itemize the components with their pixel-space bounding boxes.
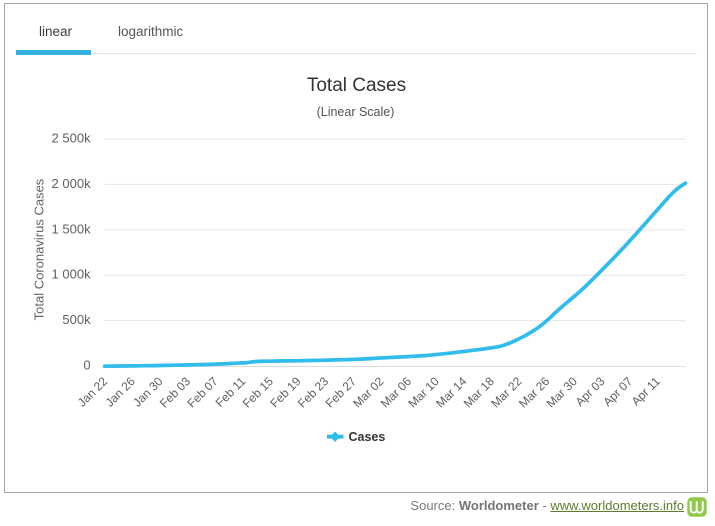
svg-text:2 000k: 2 000k (52, 176, 92, 191)
svg-text:Jan 26: Jan 26 (102, 374, 138, 410)
svg-text:Jan 22: Jan 22 (75, 374, 111, 410)
svg-text:2 500k: 2 500k (52, 131, 92, 146)
svg-text:Apr 07: Apr 07 (600, 374, 635, 409)
svg-text:Apr 11: Apr 11 (629, 374, 664, 409)
svg-text:Mar 30: Mar 30 (544, 374, 581, 411)
svg-text:Feb 07: Feb 07 (184, 374, 221, 411)
svg-text:1 500k: 1 500k (52, 221, 92, 236)
svg-text:500k: 500k (62, 312, 91, 327)
svg-text:Apr 03: Apr 03 (573, 374, 608, 409)
svg-text:0: 0 (83, 358, 90, 373)
svg-text:1 000k: 1 000k (52, 267, 92, 282)
